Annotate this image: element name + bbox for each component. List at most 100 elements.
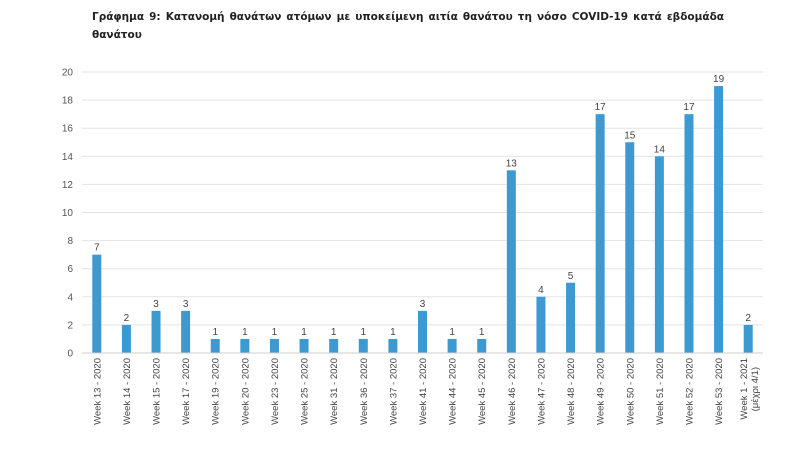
bar (388, 338, 398, 353)
data-label: 1 (272, 327, 278, 338)
data-label: 1 (361, 327, 367, 338)
data-label: 4 (538, 285, 544, 296)
y-tick-label: 0 (67, 349, 73, 360)
data-label: 7 (94, 243, 100, 254)
y-tick-label: 20 (62, 68, 74, 79)
y-tick-label: 16 (62, 124, 74, 135)
x-tick-label: Week 46 - 2020 (507, 358, 518, 425)
x-tick-text: Week 53 - 2020 (714, 358, 725, 425)
x-tick-text: Week 15 - 2020 (152, 358, 163, 425)
x-tick-text: Week 36 - 2020 (359, 358, 370, 425)
x-tick-text: Week 48 - 2020 (566, 358, 577, 425)
data-label: 13 (506, 158, 518, 169)
x-tick-label: Week 37 - 2020 (388, 358, 399, 425)
bar (566, 282, 576, 353)
x-tick-text: Week 45 - 2020 (477, 358, 488, 425)
data-label: 5 (568, 271, 574, 282)
bar (625, 142, 635, 353)
x-tick-text: Week 1 - 2021(μέχρι 4/1) (739, 358, 761, 420)
y-tick-label: 12 (62, 180, 74, 191)
bar (447, 338, 457, 353)
data-label: 2 (745, 313, 751, 324)
y-tick-label: 8 (67, 236, 73, 247)
x-tick-label: Week 23 - 2020 (270, 358, 281, 425)
x-tick-text: Week 50 - 2020 (625, 358, 636, 425)
x-tick-text: Week 20 - 2020 (240, 358, 251, 425)
x-tick-text: Week 44 - 2020 (448, 358, 459, 425)
y-tick-label: 18 (62, 96, 74, 107)
bar (654, 156, 664, 353)
x-tick-label: Week 25 - 2020 (300, 358, 311, 425)
x-tick-text: Week 41 - 2020 (418, 358, 429, 425)
x-tick-text: Week 52 - 2020 (684, 358, 695, 425)
data-label: 1 (390, 327, 396, 338)
data-label: 1 (242, 327, 248, 338)
bar (536, 296, 546, 353)
y-tick-label: 14 (62, 152, 74, 163)
y-axis-ticks: 0 2 4 6 8 10 12 14 16 18 20 (62, 68, 74, 360)
y-tick-label: 10 (62, 208, 74, 219)
bar (299, 338, 309, 353)
bar (151, 310, 161, 353)
bar (714, 86, 724, 354)
x-tick-label: Week 50 - 2020 (625, 358, 636, 425)
x-tick-label: Week 17 - 2020 (181, 358, 192, 425)
x-tick-label: Week 19 - 2020 (211, 358, 222, 425)
x-tick-label: Week 49 - 2020 (596, 358, 607, 425)
data-label: 3 (183, 299, 189, 310)
data-label: 1 (479, 327, 485, 338)
x-tick-text: Week 19 - 2020 (211, 358, 222, 425)
x-tick-text: Week 37 - 2020 (388, 358, 399, 425)
data-label: 19 (713, 74, 725, 85)
x-tick-label: Week 44 - 2020 (448, 358, 459, 425)
y-tick-label: 4 (67, 292, 73, 303)
x-tick-label: Week 13 - 2020 (92, 358, 103, 425)
x-tick-label: Week 41 - 2020 (418, 358, 429, 425)
bar (121, 324, 131, 353)
gridlines (82, 71, 763, 326)
bar (210, 338, 220, 353)
x-tick-text: Week 46 - 2020 (507, 358, 518, 425)
x-tick-label: Week 14 - 2020 (122, 358, 133, 425)
data-label: 3 (420, 299, 426, 310)
x-tick-text: Week 47 - 2020 (536, 358, 547, 425)
bar (240, 338, 250, 353)
x-tick-text: Week 14 - 2020 (122, 358, 133, 425)
y-tick-label: 6 (67, 264, 73, 275)
bar (269, 338, 279, 353)
x-tick-label: Week 1 - 2021(μέχρι 4/1) (739, 358, 761, 420)
data-label: 1 (212, 327, 218, 338)
x-tick-label: Week 31 - 2020 (329, 358, 340, 425)
x-tick-text: Week 49 - 2020 (596, 358, 607, 425)
bar (595, 114, 605, 354)
bar (358, 338, 368, 353)
bar (181, 310, 191, 353)
data-label: 3 (153, 299, 159, 310)
bar (684, 114, 694, 354)
bar (506, 170, 516, 353)
data-label: 1 (331, 327, 337, 338)
bars (92, 86, 753, 354)
x-tick-label: Week 20 - 2020 (240, 358, 251, 425)
y-tick-label: 2 (67, 320, 73, 331)
x-tick-label: Week 45 - 2020 (477, 358, 488, 425)
bar (477, 338, 487, 353)
data-label: 2 (124, 313, 130, 324)
data-label: 17 (683, 102, 695, 113)
x-tick-label: Week 51 - 2020 (655, 358, 666, 425)
x-tick-text: Week 31 - 2020 (329, 358, 340, 425)
x-tick-label: Week 52 - 2020 (684, 358, 695, 425)
bar (329, 338, 339, 353)
x-tick-text: Week 23 - 2020 (270, 358, 281, 425)
x-tick-label: Week 36 - 2020 (359, 358, 370, 425)
x-tick-text: Week 25 - 2020 (300, 358, 311, 425)
x-tick-label: Week 47 - 2020 (536, 358, 547, 425)
bar (92, 254, 102, 353)
x-tick-label: Week 15 - 2020 (152, 358, 163, 425)
data-label: 1 (301, 327, 307, 338)
data-label: 1 (449, 327, 455, 338)
data-label: 17 (595, 102, 607, 113)
chart-title: Γράφημα 9: Κατανομή θανάτων ατόμων με υπ… (92, 11, 724, 41)
